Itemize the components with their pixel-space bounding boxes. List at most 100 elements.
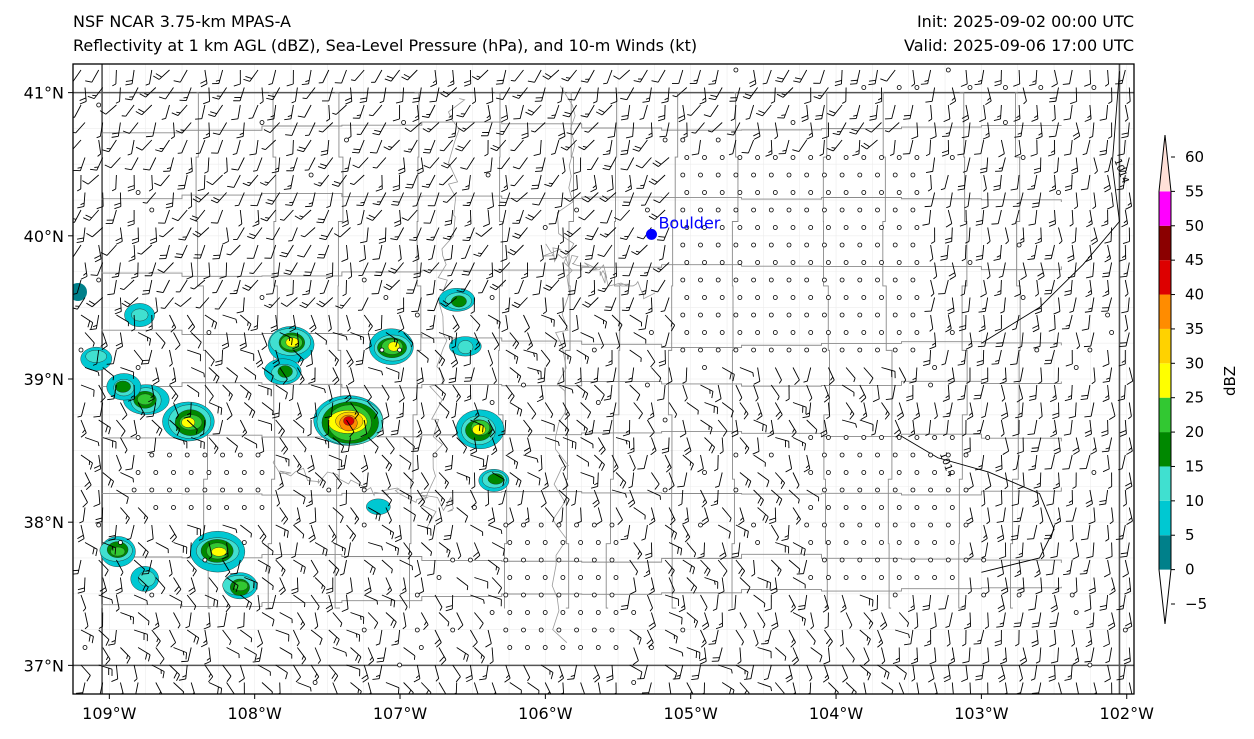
- barb-flag: [134, 272, 139, 276]
- barb-flag: [368, 214, 376, 219]
- wind-barb: [294, 209, 312, 220]
- calm-wind-circle: [892, 242, 898, 248]
- wind-barb: [619, 227, 635, 240]
- barb-shaft: [82, 227, 86, 242]
- barb-shaft: [420, 157, 424, 172]
- barb-shaft: [285, 244, 294, 258]
- calm-wind-circle: [737, 295, 743, 300]
- barb-shaft: [117, 122, 121, 137]
- barb-flag: [341, 205, 346, 207]
- barb-shaft: [396, 227, 404, 241]
- barb-shaft: [753, 69, 757, 84]
- barb-flag: [155, 149, 162, 153]
- wind-barb: [975, 209, 985, 226]
- barb-flag: [603, 429, 610, 432]
- calm-wind-circle: [715, 242, 721, 248]
- calm-wind-circle: [914, 435, 920, 440]
- barb-flag: [927, 188, 932, 192]
- barb-flag: [1121, 223, 1128, 228]
- calm-wind-circle: [259, 505, 265, 510]
- barb-shaft: [1121, 69, 1126, 84]
- wind-barb: [127, 209, 135, 227]
- barb-flag: [287, 114, 292, 118]
- wind-barb: [1031, 104, 1039, 122]
- wind-barb: [860, 139, 878, 150]
- barb-flag: [79, 101, 87, 105]
- barb-flag: [645, 97, 650, 100]
- calm-wind-circle: [768, 277, 774, 283]
- barb-flag: [1118, 79, 1123, 82]
- wind-barb: [334, 227, 351, 238]
- wind-barb: [267, 104, 277, 121]
- barb-flag: [305, 79, 310, 83]
- barb-flag: [174, 256, 182, 259]
- barb-shaft: [874, 69, 878, 84]
- wind-barb: [1022, 87, 1027, 105]
- barb-shaft: [378, 122, 387, 136]
- barb-flag: [180, 129, 185, 131]
- reflectivity-cell: [343, 416, 355, 426]
- barb-shaft: [271, 192, 281, 205]
- wind-barb: [159, 244, 170, 260]
- barb-flag: [496, 79, 504, 82]
- barb-flag: [125, 83, 133, 86]
- barb-shaft: [784, 139, 790, 154]
- county-border: [101, 193, 1062, 202]
- barb-shaft: [212, 174, 223, 186]
- barb-flag: [1032, 202, 1040, 205]
- barb-flag: [516, 219, 521, 222]
- barb-shaft: [350, 262, 353, 277]
- barb-flag: [1121, 132, 1129, 135]
- wind-barb: [1090, 227, 1098, 246]
- wind-barb: [728, 139, 737, 156]
- barb-shaft: [531, 209, 542, 221]
- barb-flag: [1048, 223, 1056, 227]
- barb-shaft: [325, 227, 334, 240]
- barb-flag: [545, 73, 552, 78]
- calm-wind-circle: [932, 435, 937, 440]
- barb-flag: [570, 188, 578, 192]
- barb-flag: [826, 147, 834, 152]
- wind-barb: [1124, 104, 1129, 122]
- reflectivity-cell: [137, 393, 154, 406]
- wind-barb: [460, 157, 475, 170]
- calm-wind-circle: [875, 172, 880, 178]
- wind-barb: [609, 262, 617, 280]
- barb-shaft: [965, 104, 970, 119]
- barb-flag: [1048, 153, 1055, 157]
- barb-flag: [602, 153, 610, 156]
- barb-flag: [977, 79, 983, 83]
- barb-shaft: [1000, 104, 1002, 120]
- barb-flag: [213, 197, 220, 201]
- wind-barb: [177, 174, 188, 190]
- wind-barb: [929, 244, 934, 262]
- barb-shaft: [548, 69, 560, 80]
- barb-shaft: [948, 122, 953, 137]
- wind-barb: [1117, 139, 1126, 156]
- barb-flag: [928, 118, 933, 122]
- barb-flag: [726, 133, 734, 136]
- barb-flag: [853, 114, 858, 117]
- barb-flag: [801, 118, 809, 122]
- wind-barb: [483, 209, 490, 227]
- barb-shaft: [1071, 209, 1074, 225]
- wind-barb: [398, 157, 406, 175]
- barb-shaft: [74, 104, 82, 118]
- barb-shaft: [73, 69, 82, 82]
- barb-shaft: [131, 157, 139, 171]
- calm-wind-circle: [790, 295, 796, 300]
- wind-barb: [271, 157, 281, 174]
- barb-flag: [297, 115, 305, 118]
- calm-wind-circle: [861, 260, 867, 265]
- barb-flag: [447, 274, 452, 277]
- wind-barb: [219, 262, 228, 279]
- barb-flag: [202, 101, 210, 105]
- barb-shaft: [586, 104, 595, 118]
- barb-flag: [341, 258, 348, 262]
- calm-wind-circle: [702, 190, 707, 195]
- wind-barb: [1062, 69, 1073, 85]
- wind-barb: [606, 174, 614, 192]
- calm-wind-circle: [733, 207, 739, 213]
- wind-barb: [193, 244, 206, 259]
- barb-flag: [462, 239, 470, 241]
